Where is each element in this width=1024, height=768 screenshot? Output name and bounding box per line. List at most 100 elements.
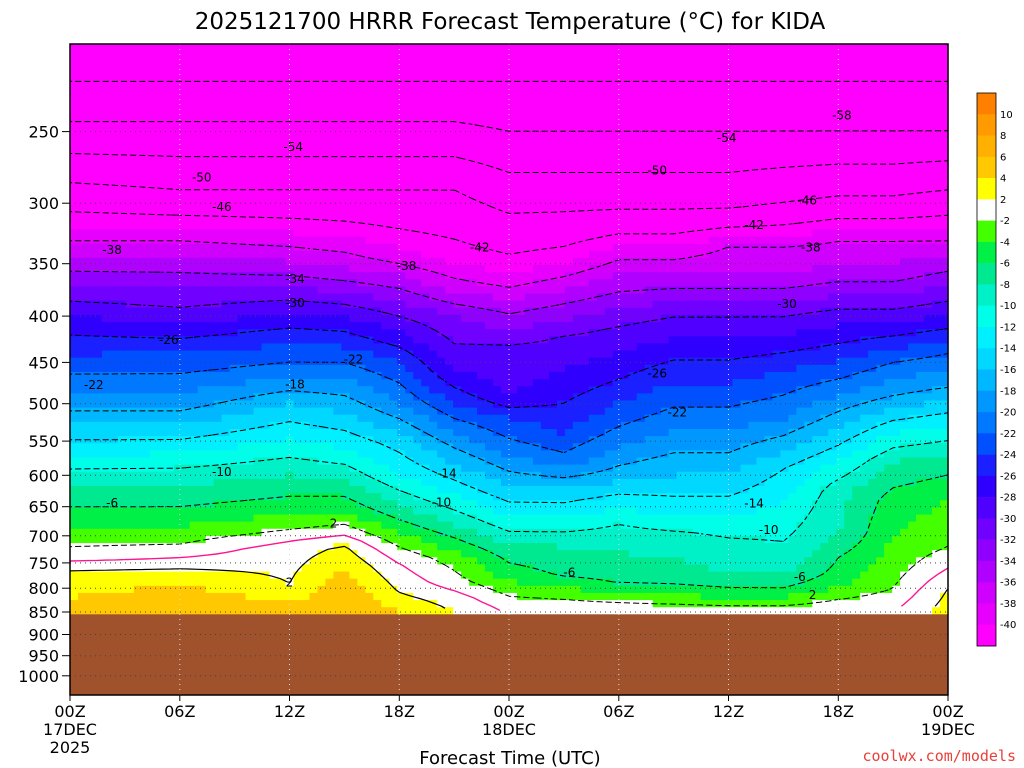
temperature-cell <box>524 143 534 152</box>
temperature-cell <box>301 158 311 166</box>
temperature-cell <box>381 207 390 216</box>
temperature-cell <box>860 286 869 295</box>
temperature-cell <box>301 343 311 352</box>
temperature-cell <box>309 222 319 230</box>
temperature-cell <box>852 236 861 245</box>
temperature-cell <box>556 72 566 81</box>
temperature-cell <box>445 293 454 302</box>
temperature-cell <box>636 207 646 216</box>
temperature-cell <box>509 350 518 359</box>
temperature-cell <box>405 129 414 138</box>
temperature-cell <box>876 279 885 287</box>
temperature-cell <box>772 279 781 287</box>
temperature-cell <box>524 336 534 345</box>
temperature-cell <box>860 143 869 152</box>
temperature-cell <box>748 86 758 95</box>
temperature-cell <box>516 322 526 330</box>
temperature-cell <box>149 165 159 173</box>
temperature-cell <box>301 222 311 230</box>
temperature-cell <box>540 72 550 81</box>
temperature-cell <box>612 165 622 173</box>
temperature-cell <box>485 207 494 216</box>
temperature-cell <box>269 143 279 152</box>
temperature-cell <box>916 122 925 131</box>
temperature-cell <box>852 314 861 323</box>
temperature-cell <box>101 265 111 273</box>
temperature-cell <box>101 286 111 295</box>
temperature-cell <box>740 158 750 166</box>
temperature-cell <box>844 257 853 266</box>
temperature-cell <box>548 179 558 188</box>
temperature-cell <box>269 215 279 223</box>
temperature-cell <box>892 300 901 309</box>
temperature-cell <box>381 300 390 309</box>
temperature-cell <box>700 293 710 302</box>
temperature-cell <box>141 179 151 188</box>
temperature-cell <box>924 51 933 59</box>
temperature-cell <box>580 293 590 302</box>
temperature-cell <box>876 86 885 95</box>
temperature-cell <box>205 172 215 181</box>
temperature-cell <box>676 58 686 66</box>
temperature-cell <box>181 115 191 124</box>
temperature-cell <box>429 165 438 173</box>
temperature-cell <box>900 350 909 359</box>
temperature-cell <box>532 350 542 359</box>
temperature-cell <box>405 115 414 124</box>
temperature-cell <box>181 307 191 316</box>
temperature-cell <box>524 200 534 209</box>
temperature-cell <box>764 300 773 309</box>
temperature-cell <box>261 343 271 352</box>
temperature-cell <box>85 158 95 166</box>
temperature-cell <box>373 165 382 173</box>
temperature-cell <box>796 72 805 81</box>
temperature-cell <box>596 79 606 88</box>
temperature-cell <box>253 129 263 138</box>
temperature-cell <box>261 65 271 74</box>
temperature-cell <box>101 279 111 287</box>
temperature-cell <box>197 150 207 159</box>
temperature-cell <box>732 72 742 81</box>
temperature-cell <box>77 172 87 181</box>
temperature-cell <box>293 150 303 159</box>
temperature-cell <box>229 222 239 230</box>
temperature-cell <box>884 272 893 280</box>
temperature-cell <box>740 122 750 131</box>
temperature-cell <box>101 314 111 323</box>
temperature-cell <box>509 250 518 259</box>
temperature-cell <box>85 101 95 109</box>
temperature-cell <box>357 115 366 124</box>
temperature-cell <box>612 108 622 116</box>
temperature-cell <box>141 51 151 59</box>
temperature-cell <box>397 86 406 95</box>
temperature-cell <box>501 193 510 202</box>
temperature-cell <box>876 122 885 131</box>
temperature-cell <box>269 314 279 323</box>
temperature-cell <box>844 93 853 102</box>
temperature-cell <box>540 115 550 124</box>
temperature-cell <box>940 65 949 74</box>
temperature-cell <box>173 65 183 74</box>
temperature-cell <box>229 293 239 302</box>
temperature-cell <box>524 293 534 302</box>
temperature-cell <box>852 257 861 266</box>
temperature-cell <box>884 222 893 230</box>
temperature-cell <box>780 207 789 216</box>
temperature-cell <box>421 58 430 66</box>
temperature-cell <box>285 129 295 138</box>
temperature-cell <box>628 250 638 259</box>
temperature-cell <box>469 222 478 230</box>
temperature-cell <box>261 207 271 216</box>
temperature-cell <box>772 236 781 245</box>
temperature-cell <box>397 229 406 238</box>
temperature-cell <box>636 286 646 295</box>
temperature-cell <box>213 86 223 95</box>
temperature-cell <box>397 122 406 131</box>
temperature-cell <box>924 329 933 337</box>
temperature-cell <box>572 108 582 116</box>
temperature-cell <box>908 186 917 195</box>
temperature-cell <box>429 122 438 131</box>
temperature-cell <box>117 165 127 173</box>
temperature-cell <box>796 179 805 188</box>
temperature-cell <box>844 329 853 337</box>
